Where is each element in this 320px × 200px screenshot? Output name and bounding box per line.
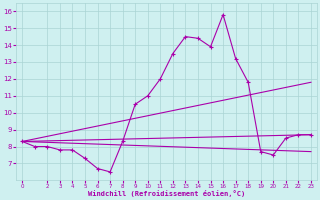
X-axis label: Windchill (Refroidissement éolien,°C): Windchill (Refroidissement éolien,°C) — [88, 190, 245, 197]
